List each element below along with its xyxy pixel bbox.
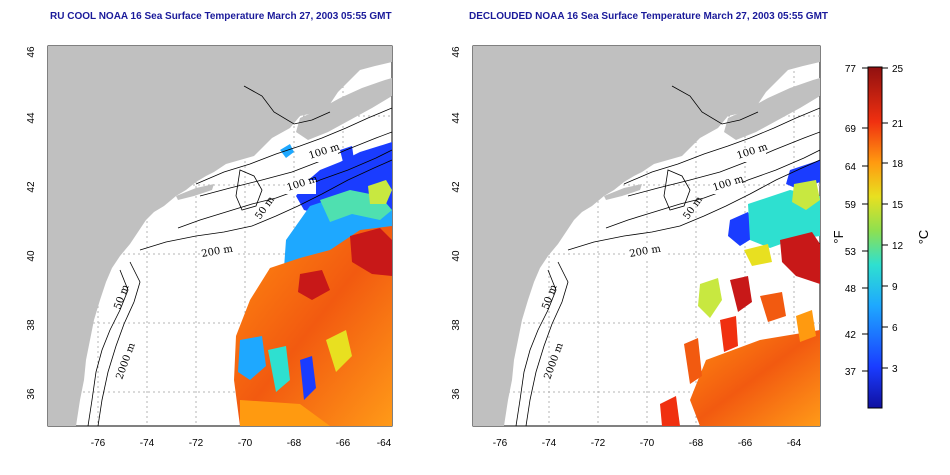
celsius-tick-12: 12 — [892, 241, 904, 252]
colorbar-ticks — [862, 67, 888, 372]
celsius-tick-9: 9 — [892, 282, 898, 293]
celsius-tick-18: 18 — [892, 159, 904, 170]
right-y-tick-38: 38 — [451, 319, 462, 331]
left-y-tick-38: 38 — [26, 319, 37, 331]
right-x-tick-74: -74 — [542, 438, 557, 449]
left-x-tick-64: -64 — [377, 438, 392, 449]
right-y-tick-46: 46 — [451, 46, 462, 58]
left-x-tick-70: -70 — [238, 438, 253, 449]
warm-water-right — [690, 330, 820, 426]
fahrenheit-tick-48: 48 — [845, 284, 857, 295]
fahrenheit-tick-42: 42 — [845, 330, 857, 341]
right-x-tick-72: -72 — [591, 438, 606, 449]
right-y-axis: 46 44 42 40 38 36 — [451, 46, 462, 400]
celsius-tick-25: 25 — [892, 64, 904, 75]
left-x-axis: -76 -74 -72 -70 -68 -66 -64 — [91, 438, 392, 449]
celsius-tick-15: 15 — [892, 200, 904, 211]
fahrenheit-tick-53: 53 — [845, 247, 857, 258]
left-x-tick-74: -74 — [140, 438, 155, 449]
fahrenheit-tick-64: 64 — [845, 162, 857, 173]
left-x-tick-76: -76 — [91, 438, 106, 449]
fahrenheit-unit-label: °F — [831, 230, 846, 243]
left-x-tick-72: -72 — [189, 438, 204, 449]
long-island-right — [604, 184, 642, 200]
right-x-tick-76: -76 — [493, 438, 508, 449]
right-x-tick-66: -66 — [738, 438, 753, 449]
long-island-left — [176, 184, 214, 200]
colorbar-gradient — [867, 66, 883, 409]
left-x-tick-66: -66 — [336, 438, 351, 449]
left-y-tick-42: 42 — [26, 181, 37, 193]
temperature-colorbar: 77 69 64 59 53 48 42 37 25 21 18 15 12 9… — [831, 64, 931, 409]
land-mass-left — [48, 46, 392, 426]
left-y-tick-46: 46 — [26, 46, 37, 58]
right-x-tick-64: -64 — [787, 438, 802, 449]
celsius-tick-21: 21 — [892, 119, 904, 130]
celsius-tick-6: 6 — [892, 323, 898, 334]
right-y-tick-40: 40 — [451, 250, 462, 262]
fahrenheit-tick-37: 37 — [845, 367, 857, 378]
left-y-tick-36: 36 — [26, 388, 37, 400]
right-y-tick-42: 42 — [451, 181, 462, 193]
fahrenheit-tick-59: 59 — [845, 200, 857, 211]
celsius-tick-3: 3 — [892, 364, 898, 375]
nova-scotia-right — [724, 78, 820, 140]
fahrenheit-tick-69: 69 — [845, 124, 857, 135]
right-x-tick-70: -70 — [640, 438, 655, 449]
right-x-tick-68: -68 — [689, 438, 704, 449]
left-map-panel: 100 m 100 m 50 m 200 m 50 m 2000 m 46 44… — [26, 45, 393, 449]
right-x-axis: -76 -74 -72 -70 -68 -66 -64 — [493, 438, 802, 449]
left-x-tick-68: -68 — [287, 438, 302, 449]
right-y-tick-44: 44 — [451, 112, 462, 124]
land-mass-right — [473, 46, 820, 426]
left-y-axis: 46 44 42 40 38 36 — [26, 46, 37, 400]
right-y-tick-36: 36 — [451, 388, 462, 400]
left-y-tick-40: 40 — [26, 250, 37, 262]
bathymetry-contours-left — [87, 85, 392, 426]
right-map-title: DECLOUDED NOAA 16 Sea Surface Temperatur… — [469, 11, 829, 22]
fahrenheit-tick-77: 77 — [845, 64, 857, 75]
left-map-title: RU COOL NOAA 16 Sea Surface Temperature … — [50, 11, 392, 22]
left-y-tick-44: 44 — [26, 112, 37, 124]
nova-scotia-left — [296, 78, 392, 140]
bathymetry-contours-right — [515, 85, 820, 426]
celsius-unit-label: °C — [916, 230, 931, 245]
right-map-panel: 100 m 100 m 50 m 200 m 50 m 2000 m 46 44… — [451, 45, 821, 449]
